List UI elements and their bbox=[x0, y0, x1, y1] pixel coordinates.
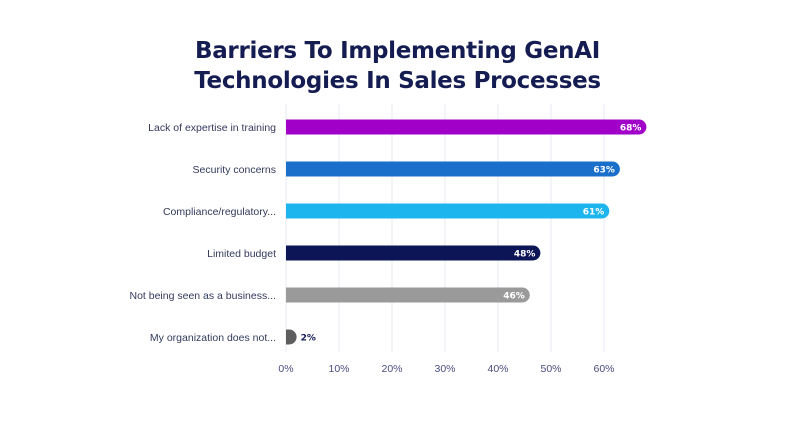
bar bbox=[286, 245, 541, 261]
x-tick-label: 40% bbox=[487, 363, 508, 375]
x-tick-label: 20% bbox=[381, 363, 402, 375]
x-tick-label: 30% bbox=[434, 363, 455, 375]
value-label: 48% bbox=[514, 250, 536, 260]
bar bbox=[286, 119, 647, 135]
category-label: Security concerns bbox=[193, 164, 276, 176]
chart-title: Barriers To Implementing GenAI Technolog… bbox=[0, 36, 795, 96]
category-label: Not being seen as a business... bbox=[129, 290, 276, 302]
category-label: My organization does not... bbox=[150, 332, 276, 344]
chart-title-line-2: Technologies In Sales Processes bbox=[194, 68, 601, 94]
x-tick-label: 60% bbox=[593, 363, 614, 375]
category-label: Compliance/regulatory... bbox=[163, 206, 276, 218]
value-label: 63% bbox=[593, 166, 615, 176]
value-label: 68% bbox=[620, 124, 642, 134]
bar bbox=[286, 203, 610, 219]
x-tick-label: 10% bbox=[328, 363, 349, 375]
x-tick-label: 50% bbox=[540, 363, 561, 375]
bar bbox=[286, 161, 620, 177]
bar bbox=[286, 287, 530, 303]
category-label: Lack of expertise in training bbox=[148, 122, 276, 134]
x-tick-label: 0% bbox=[278, 363, 293, 375]
category-label: Limited budget bbox=[207, 248, 276, 260]
chart-title-line-1: Barriers To Implementing GenAI bbox=[194, 38, 601, 64]
value-label: 61% bbox=[583, 208, 605, 218]
value-label: 46% bbox=[503, 292, 525, 302]
bar bbox=[286, 329, 297, 345]
value-label: 2% bbox=[301, 334, 316, 344]
